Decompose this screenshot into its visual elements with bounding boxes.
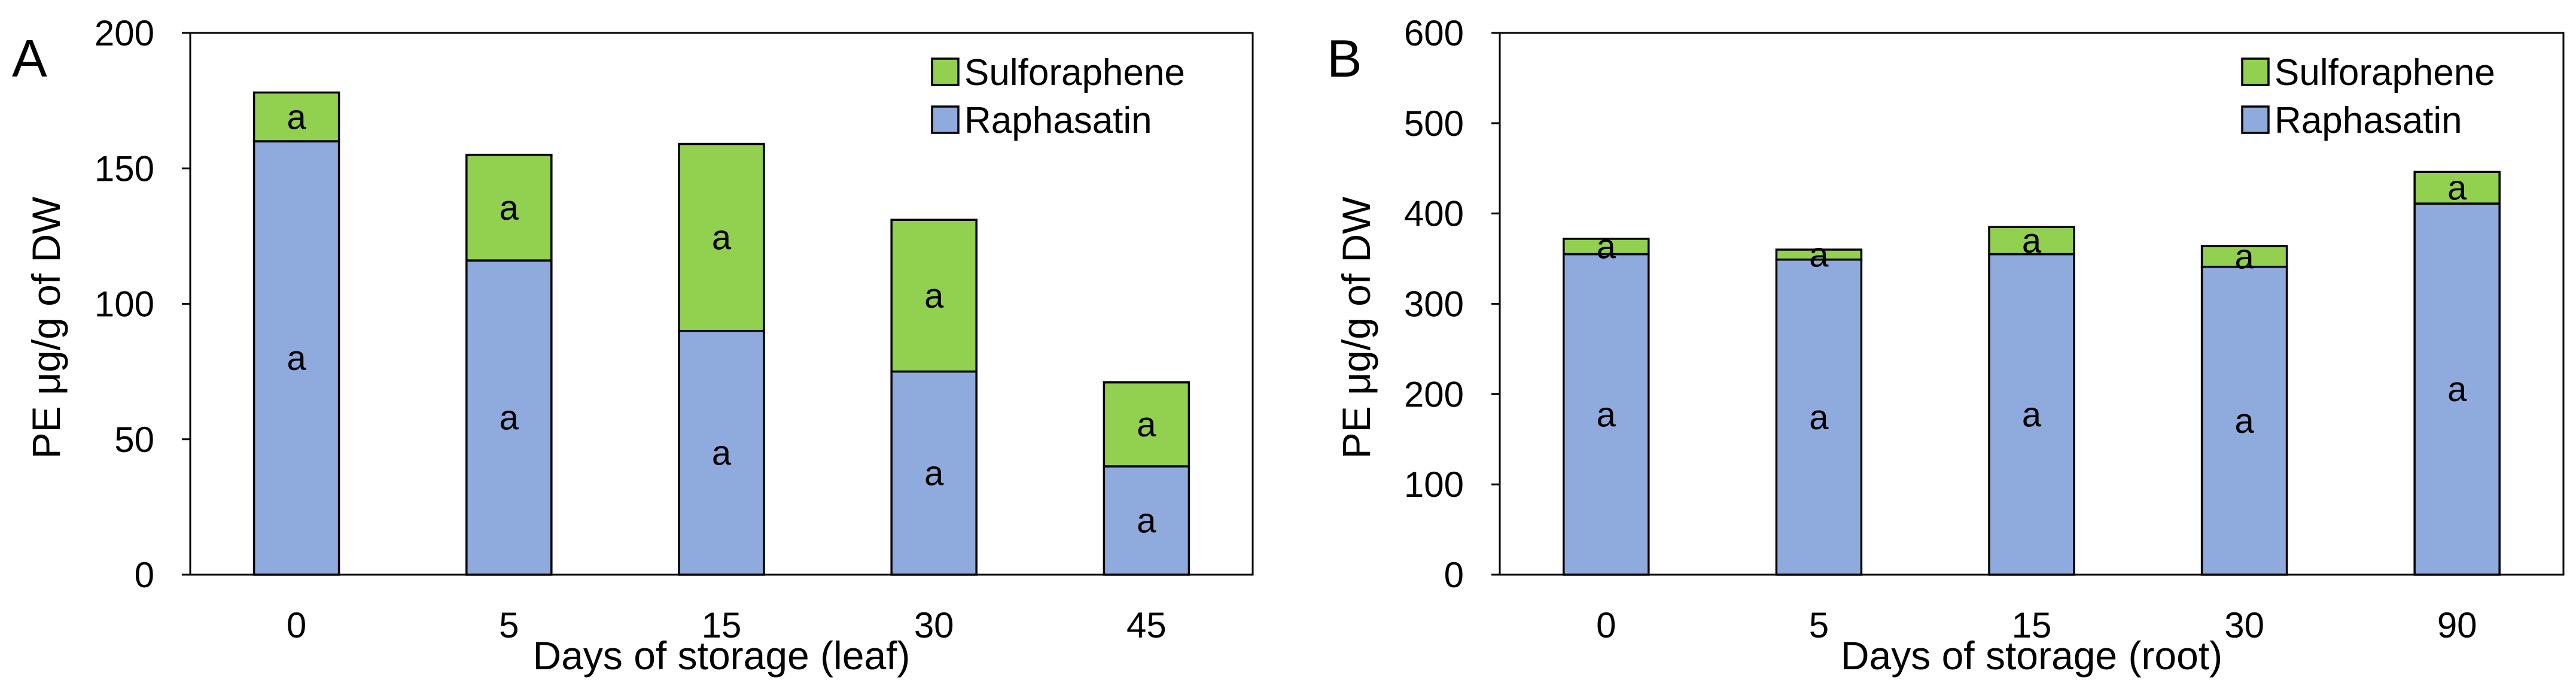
panel-a-y-tick-label: 200 — [95, 13, 154, 53]
panel-a-bar-label-raphasatin: a — [287, 339, 306, 378]
panel-a-bar-label-raphasatin: a — [500, 399, 519, 438]
panel-a-x-tick-label: 15 — [702, 605, 742, 645]
panel-a-legend-swatch-sulforaphene — [931, 57, 960, 86]
panel-a-bar-label-sulforaphene: a — [924, 277, 944, 315]
panel-b-bar-sulforaphene — [2413, 171, 2501, 205]
panel-b-bar-label-sulforaphene: a — [2447, 169, 2467, 208]
panel-a-y-tick-label: 50 — [114, 420, 154, 460]
panel-a-y-tick-label: 0 — [135, 555, 154, 595]
panel-a-bar-label-raphasatin: a — [924, 454, 944, 493]
panel-b-bar-sulforaphene — [1775, 248, 1863, 261]
panel-a-bar-sulforaphene — [1103, 381, 1190, 468]
panel-b-bar-raphasatin — [1775, 258, 1863, 576]
panel-b-legend-swatch-sulforaphene — [2241, 57, 2270, 86]
panel-a-bar-sulforaphene — [890, 218, 978, 373]
panel-b-y-tick-label: 100 — [1404, 465, 1464, 505]
panel-a-x-tick-label: 5 — [499, 605, 519, 645]
panel-b-y-tick-label: 400 — [1404, 194, 1464, 234]
panel-a-bar-label-raphasatin: a — [712, 433, 732, 472]
panel-a-y-tick-label: 100 — [95, 284, 154, 324]
panel-a-bar-label-sulforaphene: a — [712, 218, 732, 257]
panel-a-bar-label-raphasatin: a — [1137, 502, 1156, 541]
panel-b-bar-raphasatin — [2413, 202, 2501, 576]
panel-a-x-axis-title: Days of storage (leaf) — [533, 633, 911, 678]
panel-b-bar-sulforaphene — [1563, 238, 1650, 256]
panel-b-legend-swatch-raphasatin — [2241, 105, 2270, 134]
panel-b-letter: B — [1327, 29, 1362, 88]
panel-b-bar-label-raphasatin: a — [1809, 398, 1829, 437]
panel-b-legend-label-raphasatin: Raphasatin — [2274, 100, 2462, 141]
panel-a-bar-sulforaphene — [465, 153, 553, 262]
panel-b-legend-label-sulforaphene: Sulforaphene — [2274, 52, 2495, 93]
panel-b-y-tick-label: 500 — [1404, 104, 1464, 144]
panel-b-bar-label-raphasatin: a — [2234, 402, 2254, 441]
panel-a-x-tick-label: 0 — [287, 605, 306, 645]
panel-a-x-tick-label: 45 — [1126, 605, 1167, 645]
panel-b-x-tick-label: 5 — [1809, 605, 1829, 645]
panel-a-bar-sulforaphene — [252, 91, 340, 142]
panel-a-bar-label-sulforaphene: a — [500, 189, 519, 227]
panel-b-bar-sulforaphene — [2200, 245, 2288, 268]
panel-b-y-tick-label: 600 — [1404, 13, 1464, 53]
panel-a-y-tick-label: 150 — [95, 148, 154, 189]
panel-b-y-tick-label: 0 — [1444, 555, 1464, 595]
panel-a-x-tick-label: 30 — [914, 605, 954, 645]
panel-a-bar-raphasatin — [1103, 465, 1190, 576]
panel-b-bar-label-sulforaphene: a — [2022, 221, 2042, 260]
panel-a-legend-label-raphasatin: Raphasatin — [964, 100, 1152, 141]
panel-b-bar-sulforaphene — [1988, 226, 2075, 256]
panel-b-bar-label-raphasatin: a — [2447, 370, 2467, 409]
panel-a-bar-raphasatin — [678, 330, 765, 576]
panel-a-legend-swatch-raphasatin — [931, 105, 960, 134]
panel-b-bar-label-raphasatin: a — [2022, 395, 2042, 434]
panel-b-y-tick-label: 300 — [1404, 284, 1464, 324]
panel-b-bar-raphasatin — [1563, 253, 1650, 576]
panel-b-bar-label-sulforaphene: a — [2234, 237, 2254, 276]
panel-a-letter: A — [12, 29, 47, 88]
panel-a-bar-label-sulforaphene: a — [1137, 405, 1156, 444]
panel-b-x-tick-label: 30 — [2224, 605, 2264, 645]
panel-a-bar-raphasatin — [465, 259, 553, 576]
panel-b-bar-label-sulforaphene: a — [1809, 235, 1829, 274]
panel-b-bar-label-sulforaphene: a — [1597, 227, 1616, 266]
panel-a-legend-label-sulforaphene: Sulforaphene — [964, 52, 1185, 93]
panel-a-bar-label-sulforaphene: a — [287, 98, 306, 136]
panel-b-x-tick-label: 15 — [2012, 605, 2052, 645]
panel-b-bar-raphasatin — [2200, 265, 2288, 576]
panel-a-bar-sulforaphene — [678, 142, 765, 332]
panel-a-y-axis-title: PE μg/g of DW — [24, 196, 68, 459]
panel-b-bar-raphasatin — [1988, 253, 2075, 576]
panel-b-x-axis-title: Days of storage (root) — [1841, 633, 2222, 678]
panel-b-x-tick-label: 90 — [2437, 605, 2477, 645]
panel-b-y-tick-label: 200 — [1404, 374, 1464, 414]
panel-b-bar-label-raphasatin: a — [1597, 395, 1616, 434]
panel-b-x-tick-label: 0 — [1596, 605, 1616, 645]
panel-b-y-axis-title: PE μg/g of DW — [1334, 196, 1378, 459]
panel-a-bar-raphasatin — [890, 370, 978, 576]
